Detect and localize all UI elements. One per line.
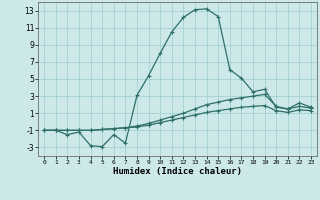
X-axis label: Humidex (Indice chaleur): Humidex (Indice chaleur) [113, 167, 242, 176]
